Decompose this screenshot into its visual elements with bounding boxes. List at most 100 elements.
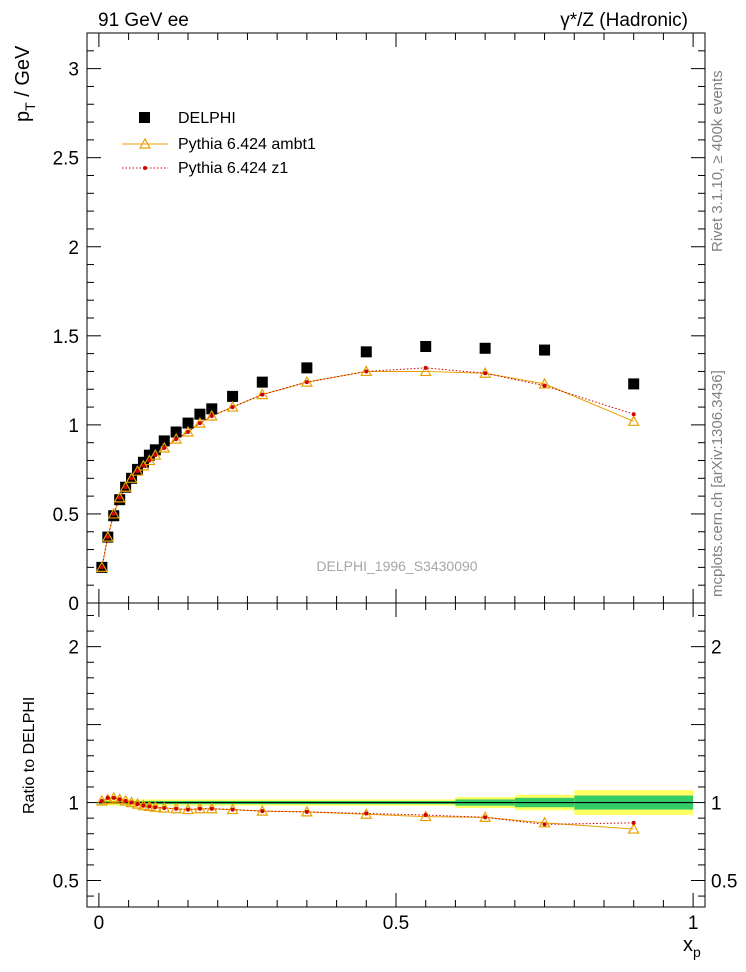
ratio-point-z1: [209, 806, 214, 811]
legend: DELPHI Pythia 6.424 ambt1 Pythia 6.424 z…: [122, 110, 316, 177]
ratio-point-ambt1: [300, 805, 313, 817]
ratio-point-ambt1: [170, 802, 183, 814]
x-axis-label: xp: [683, 934, 701, 960]
ratio-point-z1: [631, 820, 636, 825]
mc-point-ambt1: [131, 464, 144, 476]
ratio-point-z1: [105, 795, 110, 800]
ratio-point-ambt1: [360, 808, 373, 819]
mc-point-ambt1: [119, 480, 132, 492]
y-axis-label-ratio: Ratio to DELPHI: [21, 697, 38, 814]
ratio-point-z1: [174, 806, 179, 811]
ratio-point-ambt1: [479, 811, 492, 822]
mc-point-ambt1: [205, 409, 218, 421]
ratio-point-z1: [147, 804, 152, 809]
y-tick-label-ratio-right: 2: [711, 638, 722, 659]
ratio-point-z1: [260, 809, 265, 814]
mc-point-z1: [260, 392, 265, 397]
ratio-point-z1: [423, 813, 428, 818]
mc-point-ambt1: [419, 365, 432, 377]
mc-point-ambt1: [113, 491, 126, 503]
ratio-point-z1: [230, 807, 235, 812]
x-tick-label: 0.5: [383, 913, 409, 934]
mc-point-ambt1: [137, 459, 150, 471]
data-point-delphi: [420, 341, 432, 352]
x-tick-label: 1: [688, 913, 699, 934]
legend-label-z1: Pythia 6.424 z1: [178, 160, 288, 177]
y-tick-label-main: 3: [68, 60, 79, 81]
mc-point-z1: [364, 369, 369, 374]
mc-point-z1: [209, 413, 214, 418]
ratio-point-z1: [197, 806, 202, 811]
ratio-plot-frame: [86, 602, 706, 908]
legend-marker-delphi: [139, 112, 150, 123]
data-point-delphi: [227, 390, 239, 402]
legend-marker-z1: [143, 166, 147, 170]
series-line-z1: [101, 367, 634, 568]
ratio-point-ambt1: [538, 816, 551, 828]
ratio-point-ambt1: [149, 800, 162, 812]
mc-point-ambt1: [158, 441, 171, 453]
mc-point-z1: [542, 383, 547, 388]
svg-text:xp: xp: [683, 934, 701, 960]
mc-point-ambt1: [627, 415, 640, 426]
ratio-point-ambt1: [131, 797, 144, 809]
mc-point-z1: [174, 437, 179, 442]
ratio-point-z1: [117, 797, 122, 802]
data-point-delphi: [256, 376, 268, 388]
mc-point-z1: [197, 421, 202, 426]
y-tick-label-ratio-right: 0.5: [711, 871, 737, 892]
mc-point-z1: [423, 365, 428, 370]
ratio-point-z1: [123, 798, 128, 803]
ratio-point-z1: [483, 815, 488, 820]
series-line-ambt1: [101, 370, 634, 568]
mc-point-ambt1: [143, 454, 156, 466]
y-tick-label-main: 0: [68, 594, 79, 615]
mc-point-z1: [304, 380, 309, 385]
ratio-point-z1: [129, 800, 134, 805]
legend-marker-ambt1: [138, 137, 152, 149]
mc-point-ambt1: [193, 416, 206, 428]
mc-point-ambt1: [107, 507, 120, 519]
data-point-delphi: [301, 362, 313, 374]
y-tick-label-ratio-right: 1: [711, 794, 722, 815]
mc-point-ambt1: [256, 388, 269, 400]
legend-label-delphi: DELPHI: [178, 110, 236, 127]
y-tick-label-main: 2: [68, 238, 79, 259]
mc-point-z1: [631, 412, 636, 417]
y-tick-label-ratio-left: 2: [68, 638, 79, 659]
y-tick-label-main: 1: [68, 416, 79, 437]
data-point-delphi: [628, 378, 640, 390]
y-tick-label-main: 0.5: [53, 505, 79, 526]
ratio-point-z1: [542, 822, 547, 827]
ratio-point-z1: [135, 802, 140, 807]
ratio-point-ambt1: [181, 803, 195, 815]
side-text-bottom: mcplots.cern.ch [arXiv:1306.3436]: [709, 370, 726, 597]
side-text-top: Rivet 3.1.10, ≥ 400k events: [709, 70, 726, 252]
mc-point-z1: [141, 463, 146, 468]
ratio-point-ambt1: [627, 822, 640, 834]
y-axis-label-main: pT / GeV: [12, 45, 38, 122]
header-left: 91 GeV ee: [98, 10, 189, 31]
mc-point-z1: [135, 469, 140, 474]
ratio-point-z1: [141, 803, 146, 808]
mc-point-z1: [153, 453, 158, 458]
mc-point-ambt1: [95, 561, 108, 572]
ratio-point-z1: [153, 805, 158, 810]
ratio-point-z1: [186, 807, 191, 812]
mc-point-z1: [129, 476, 134, 481]
ratio-point-ambt1: [137, 799, 150, 811]
mc-point-ambt1: [181, 425, 195, 437]
y-tick-label-ratio-left: 1: [68, 794, 79, 815]
svg-text:pT / GeV: pT / GeV: [12, 45, 38, 122]
mc-point-ambt1: [300, 375, 313, 387]
data-point-delphi: [170, 426, 182, 438]
mc-point-ambt1: [125, 472, 138, 483]
ratio-point-ambt1: [125, 796, 138, 808]
mc-point-z1: [123, 485, 128, 490]
mc-point-z1: [483, 371, 488, 376]
data-point-delphi: [182, 417, 194, 429]
mc-point-z1: [99, 565, 104, 570]
y-tick-label-ratio-left: 0.5: [53, 871, 79, 892]
data-point-delphi: [194, 408, 206, 420]
